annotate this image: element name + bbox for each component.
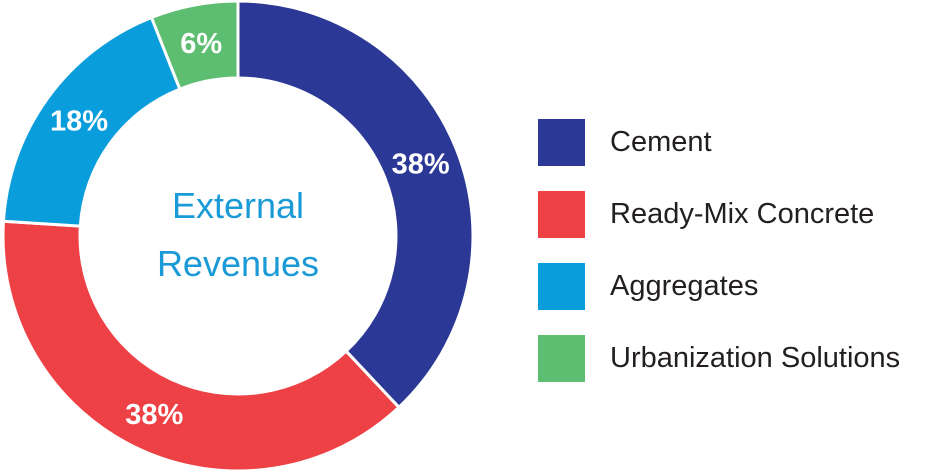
legend-swatch <box>538 118 585 166</box>
legend-label: Ready-Mix Concrete <box>610 197 875 230</box>
donut-slice-urbanization-solutions <box>149 0 240 92</box>
center-label: Revenues <box>157 243 319 284</box>
legend-label: Aggregates <box>610 269 759 302</box>
legend-item-aggregates: Aggregates <box>538 250 900 322</box>
data-label: 38% <box>392 149 450 181</box>
donut-slice-cement <box>236 0 475 410</box>
legend-swatch <box>538 262 585 310</box>
legend-swatch <box>538 334 585 382</box>
legend: Cement Ready-Mix Concrete Aggregates Urb… <box>538 106 900 394</box>
legend-swatch <box>538 190 585 238</box>
data-label: 18% <box>50 106 108 138</box>
data-label: 6% <box>180 28 222 60</box>
legend-label: Cement <box>610 125 712 158</box>
data-label: 38% <box>125 399 183 431</box>
donut-slice-ready-mix-concrete <box>1 219 401 473</box>
legend-item-urbanization-solutions: Urbanization Solutions <box>538 322 900 394</box>
legend-label: Urbanization Solutions <box>610 341 901 374</box>
legend-item-cement: Cement <box>538 106 900 178</box>
center-label: External <box>172 185 304 226</box>
legend-item-ready-mix-concrete: Ready-Mix Concrete <box>538 178 900 250</box>
